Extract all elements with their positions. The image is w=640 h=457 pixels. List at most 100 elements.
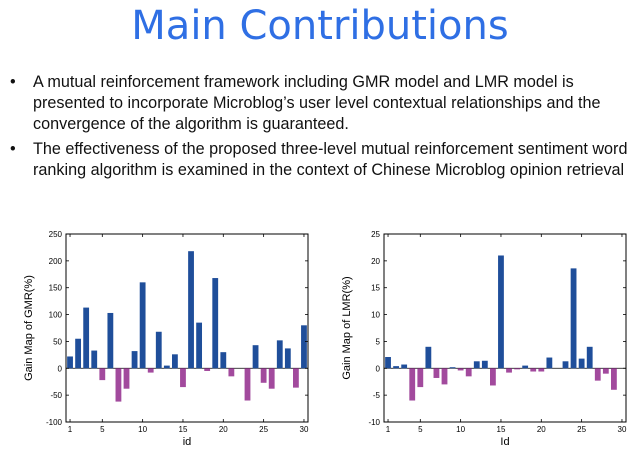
bullet-item: • A mutual reinforcement framework inclu… bbox=[8, 72, 636, 135]
lmr-bar bbox=[401, 364, 408, 369]
gmr-x-tick-label: 30 bbox=[300, 425, 309, 434]
gmr-bar bbox=[172, 354, 178, 369]
gmr-bar bbox=[293, 368, 299, 388]
lmr-bar bbox=[425, 346, 432, 369]
lmr-bar bbox=[449, 367, 456, 369]
lmr-bar bbox=[441, 368, 448, 385]
lmr-bar bbox=[570, 268, 577, 369]
lmr-x-tick-label: 10 bbox=[456, 425, 465, 434]
bullet-dot-icon: • bbox=[10, 73, 16, 91]
gmr-bar bbox=[228, 368, 235, 377]
lmr-y-tick-label: 20 bbox=[371, 257, 380, 266]
lmr-bar bbox=[481, 360, 488, 369]
lmr-bar bbox=[385, 357, 391, 369]
lmr-plot-area bbox=[383, 233, 627, 423]
lmr-y-tick-label: 15 bbox=[371, 284, 380, 293]
lmr-bar bbox=[562, 361, 569, 369]
lmr-bar bbox=[586, 346, 593, 369]
bullet-item: • The effectiveness of the proposed thre… bbox=[8, 139, 636, 181]
gmr-x-tick-label: 5 bbox=[100, 425, 105, 434]
gmr-bar bbox=[284, 348, 291, 369]
gmr-y-tick-label: -50 bbox=[50, 391, 62, 400]
gmr-x-tick-label: 20 bbox=[219, 425, 228, 434]
gmr-y-tick-label: 200 bbox=[49, 257, 63, 266]
gmr-bar bbox=[301, 325, 307, 369]
gmr-bar bbox=[147, 368, 154, 373]
lmr-x-tick-label: 20 bbox=[537, 425, 546, 434]
gmr-gain-chart: -100 -50 0 50 100 150 200 250 1 5 10 15 20 25 30 id Gain… bbox=[10, 226, 320, 452]
gmr-bar bbox=[196, 322, 203, 369]
lmr-bar bbox=[433, 368, 440, 378]
lmr-x-tick-label: 1 bbox=[386, 425, 391, 434]
gmr-bar bbox=[123, 368, 130, 389]
gmr-y-tick-label: 100 bbox=[49, 311, 63, 320]
bullet-dot-icon: • bbox=[10, 140, 16, 158]
gmr-bar bbox=[268, 368, 275, 389]
gmr-x-tick-label: 10 bbox=[138, 425, 147, 434]
gmr-bar bbox=[252, 345, 259, 369]
lmr-bar bbox=[522, 365, 529, 369]
gmr-y-tick-label: 50 bbox=[53, 337, 62, 346]
gmr-bar bbox=[99, 368, 106, 381]
bullet-text: The effectiveness of the proposed three-… bbox=[33, 140, 628, 179]
gmr-y-tick-label: 0 bbox=[58, 364, 63, 373]
lmr-bar bbox=[594, 368, 601, 381]
gmr-bar bbox=[188, 251, 194, 369]
lmr-y-tick-label: -5 bbox=[373, 391, 381, 400]
lmr-x-tick-label: 15 bbox=[497, 425, 506, 434]
lmr-bar bbox=[393, 366, 400, 369]
lmr-bar bbox=[538, 368, 545, 372]
gmr-bar bbox=[180, 368, 186, 388]
lmr-bar bbox=[498, 255, 504, 369]
lmr-bar bbox=[506, 368, 512, 373]
lmr-bar bbox=[490, 368, 496, 386]
bullet-list: • A mutual reinforcement framework inclu… bbox=[8, 72, 636, 185]
lmr-y-tick-label: 10 bbox=[371, 311, 380, 320]
lmr-bar bbox=[409, 368, 416, 401]
gmr-bar bbox=[212, 278, 219, 369]
gmr-bar bbox=[115, 368, 122, 402]
lmr-x-axis-label: Id bbox=[500, 436, 509, 448]
gmr-y-axis-label: Gain Map of GMR(%) bbox=[23, 275, 35, 381]
gmr-bar bbox=[83, 307, 90, 369]
lmr-gain-chart: -10 -5 0 5 10 15 20 25 1 5 10 15 20 25 30 Id Gain Map of… bbox=[328, 226, 638, 452]
gmr-bar bbox=[131, 351, 138, 369]
lmr-y-tick-label: -10 bbox=[368, 418, 380, 427]
lmr-bar bbox=[514, 368, 521, 370]
lmr-bar bbox=[465, 368, 472, 377]
lmr-bar bbox=[530, 368, 537, 372]
lmr-y-axis-label: Gain Map of LMR(%) bbox=[341, 276, 353, 379]
gmr-bar bbox=[107, 312, 114, 369]
lmr-y-tick-label: 25 bbox=[371, 230, 380, 239]
gmr-x-tick-label: 15 bbox=[179, 425, 188, 434]
gmr-bar bbox=[244, 368, 251, 401]
gmr-bar bbox=[276, 340, 283, 369]
gmr-bar bbox=[91, 350, 98, 369]
gmr-bar bbox=[155, 331, 162, 369]
lmr-bar bbox=[546, 357, 553, 369]
lmr-x-tick-label: 25 bbox=[577, 425, 586, 434]
gmr-y-tick-label: 150 bbox=[49, 284, 63, 293]
slide-title: Main Contributions bbox=[131, 3, 509, 49]
bullet-text: A mutual reinforcement framework includi… bbox=[33, 73, 601, 133]
gmr-plot-area bbox=[65, 233, 309, 423]
lmr-y-tick-label: 0 bbox=[376, 364, 381, 373]
lmr-bar bbox=[457, 368, 464, 371]
gmr-bar bbox=[75, 338, 82, 369]
gmr-y-tick-label: -100 bbox=[46, 418, 63, 427]
gmr-bar bbox=[204, 368, 211, 371]
lmr-bar bbox=[611, 368, 617, 390]
gmr-bar bbox=[139, 282, 146, 369]
gmr-bar bbox=[220, 352, 227, 369]
lmr-bar bbox=[602, 368, 609, 374]
gmr-bar bbox=[163, 365, 170, 369]
gmr-x-axis-label: id bbox=[183, 436, 192, 448]
gmr-bar bbox=[67, 356, 73, 369]
lmr-y-tick-label: 5 bbox=[376, 337, 381, 346]
gmr-x-tick-label: 1 bbox=[68, 425, 73, 434]
gmr-x-tick-label: 25 bbox=[259, 425, 268, 434]
lmr-x-tick-label: 30 bbox=[618, 425, 627, 434]
